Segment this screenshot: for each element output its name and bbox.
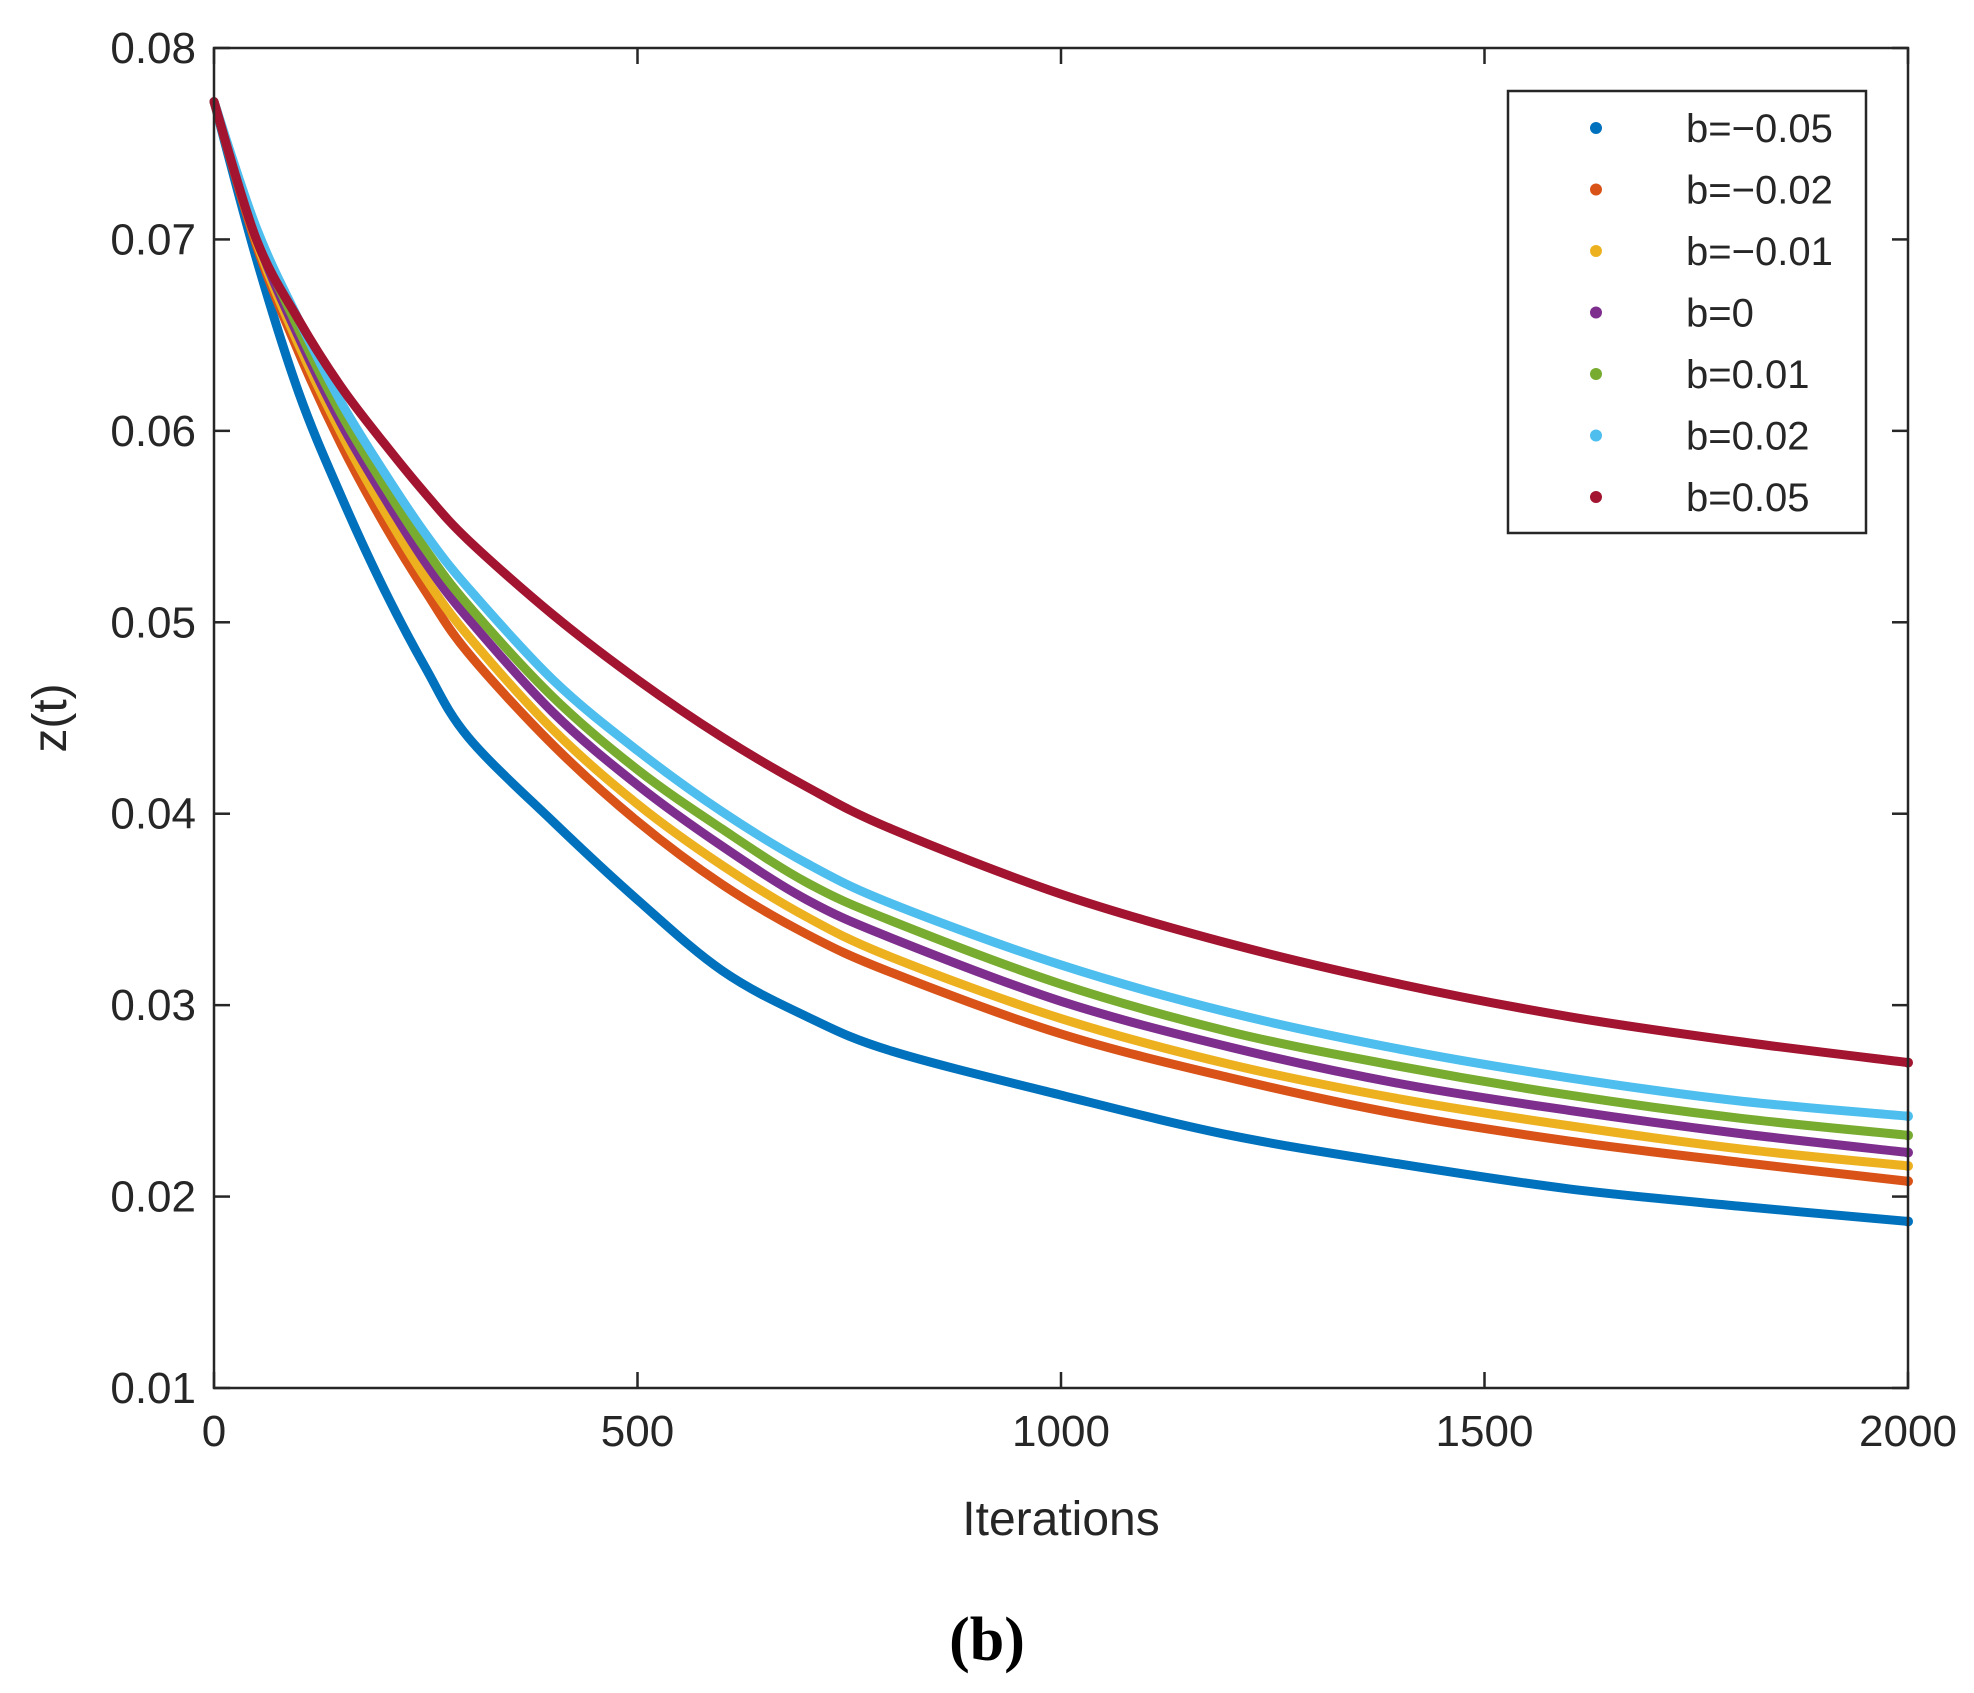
series-line-7 [209, 97, 1913, 1068]
legend-marker [1590, 429, 1602, 442]
legend-marker [1590, 245, 1602, 257]
y-tick-label: 0.05 [110, 598, 196, 647]
x-tick-label: 0 [202, 1407, 226, 1456]
y-tick-label: 0.01 [110, 1364, 196, 1413]
legend-label: b=−0.05 [1686, 107, 1833, 151]
legend-label: b=−0.01 [1686, 230, 1833, 274]
y-tick-label: 0.04 [110, 790, 196, 839]
x-axis-label: Iterations [962, 1493, 1159, 1546]
legend: b=−0.05 b=−0.02 b=−0.01 b=0 b=0.01 b=0.02 b=0.… [1506, 89, 1868, 535]
series-line-5 [209, 97, 1913, 1140]
legend-marker [1590, 183, 1602, 196]
y-tick-label: 0.03 [110, 981, 196, 1030]
series-line-3 [209, 97, 1913, 1171]
legend-label: b=0 [1686, 292, 1754, 336]
y-axis-label: z(t) [24, 683, 77, 752]
y-tick-label: 0.06 [110, 407, 196, 456]
x-tick-label: 1500 [1436, 1407, 1534, 1456]
legend-marker [1590, 368, 1602, 380]
legend-label: b=0.02 [1686, 415, 1809, 459]
series-layer [209, 97, 1913, 1227]
series-line-2 [209, 97, 1913, 1186]
legend-box [1506, 89, 1868, 535]
series-line-6 [209, 97, 1913, 1121]
y-tick-label: 0.02 [110, 1173, 196, 1222]
legend-label: b=−0.02 [1686, 169, 1833, 213]
y-tick-label: 0.07 [110, 215, 196, 264]
panel-label: (b) [949, 1606, 1025, 1674]
legend-label: b=0.01 [1686, 353, 1809, 397]
legend-label: b=0.05 [1686, 476, 1809, 520]
y-tick-labels: 0.01 0.02 0.03 0.04 0.05 0.06 0.07 0.08 [110, 24, 196, 1413]
legend-marker [1590, 491, 1602, 503]
legend-marker [1590, 122, 1602, 134]
tick-layer [212, 46, 1910, 1390]
x-tick-labels: 0 500 1000 1500 2000 [202, 1407, 1957, 1456]
x-tick-label: 2000 [1859, 1407, 1957, 1456]
legend-marker [1590, 306, 1602, 319]
series-line-4 [209, 97, 1913, 1158]
x-tick-label: 1000 [1012, 1407, 1110, 1456]
y-tick-label: 0.08 [110, 24, 196, 73]
series-line-1 [209, 97, 1913, 1226]
x-tick-label: 500 [601, 1407, 674, 1456]
legend-items: b=−0.05 b=−0.02 b=−0.01 b=0 b=0.01 b=0.02 b=0.… [1590, 107, 1833, 520]
